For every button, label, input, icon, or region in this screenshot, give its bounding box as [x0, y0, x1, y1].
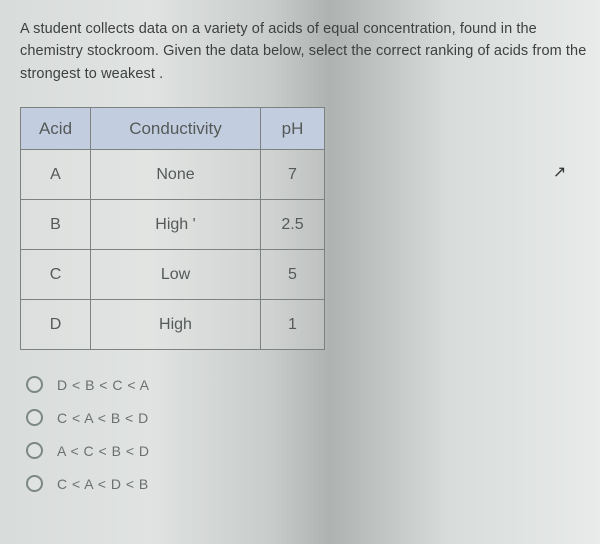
- option-a[interactable]: D < B < C < A: [26, 376, 592, 393]
- cell-acid: B: [21, 200, 91, 250]
- cell-ph: 7: [261, 150, 325, 200]
- radio-icon: [26, 442, 43, 459]
- options-group: D < B < C < A C < A < B < D A < C < B < …: [26, 376, 592, 492]
- table-row: A None 7: [21, 150, 325, 200]
- cell-acid: D: [21, 300, 91, 350]
- option-label: C < A < D < B: [57, 476, 149, 492]
- cell-ph: 5: [261, 250, 325, 300]
- header-acid: Acid: [21, 108, 91, 150]
- radio-icon: [26, 409, 43, 426]
- header-ph: pH: [261, 108, 325, 150]
- header-conductivity: Conductivity: [91, 108, 261, 150]
- option-c[interactable]: A < C < B < D: [26, 442, 592, 459]
- table-row: B High ' 2.5: [21, 200, 325, 250]
- cell-acid: C: [21, 250, 91, 300]
- option-b[interactable]: C < A < B < D: [26, 409, 592, 426]
- data-table: Acid Conductivity pH A None 7 B High ' 2…: [20, 107, 325, 350]
- cell-conductivity: High: [91, 300, 261, 350]
- table-row: D High 1: [21, 300, 325, 350]
- option-label: C < A < B < D: [57, 410, 149, 426]
- cell-ph: 1: [261, 300, 325, 350]
- cell-conductivity: High ': [91, 200, 261, 250]
- option-label: A < C < B < D: [57, 443, 150, 459]
- option-d[interactable]: C < A < D < B: [26, 475, 592, 492]
- option-label: D < B < C < A: [57, 377, 150, 393]
- table-header-row: Acid Conductivity pH: [21, 108, 325, 150]
- question-text: A student collects data on a variety of …: [20, 18, 592, 85]
- cursor-icon: ↖: [553, 162, 566, 182]
- radio-icon: [26, 475, 43, 492]
- cell-ph: 2.5: [261, 200, 325, 250]
- cell-conductivity: None: [91, 150, 261, 200]
- cell-conductivity: Low: [91, 250, 261, 300]
- radio-icon: [26, 376, 43, 393]
- table-row: C Low 5: [21, 250, 325, 300]
- cell-acid: A: [21, 150, 91, 200]
